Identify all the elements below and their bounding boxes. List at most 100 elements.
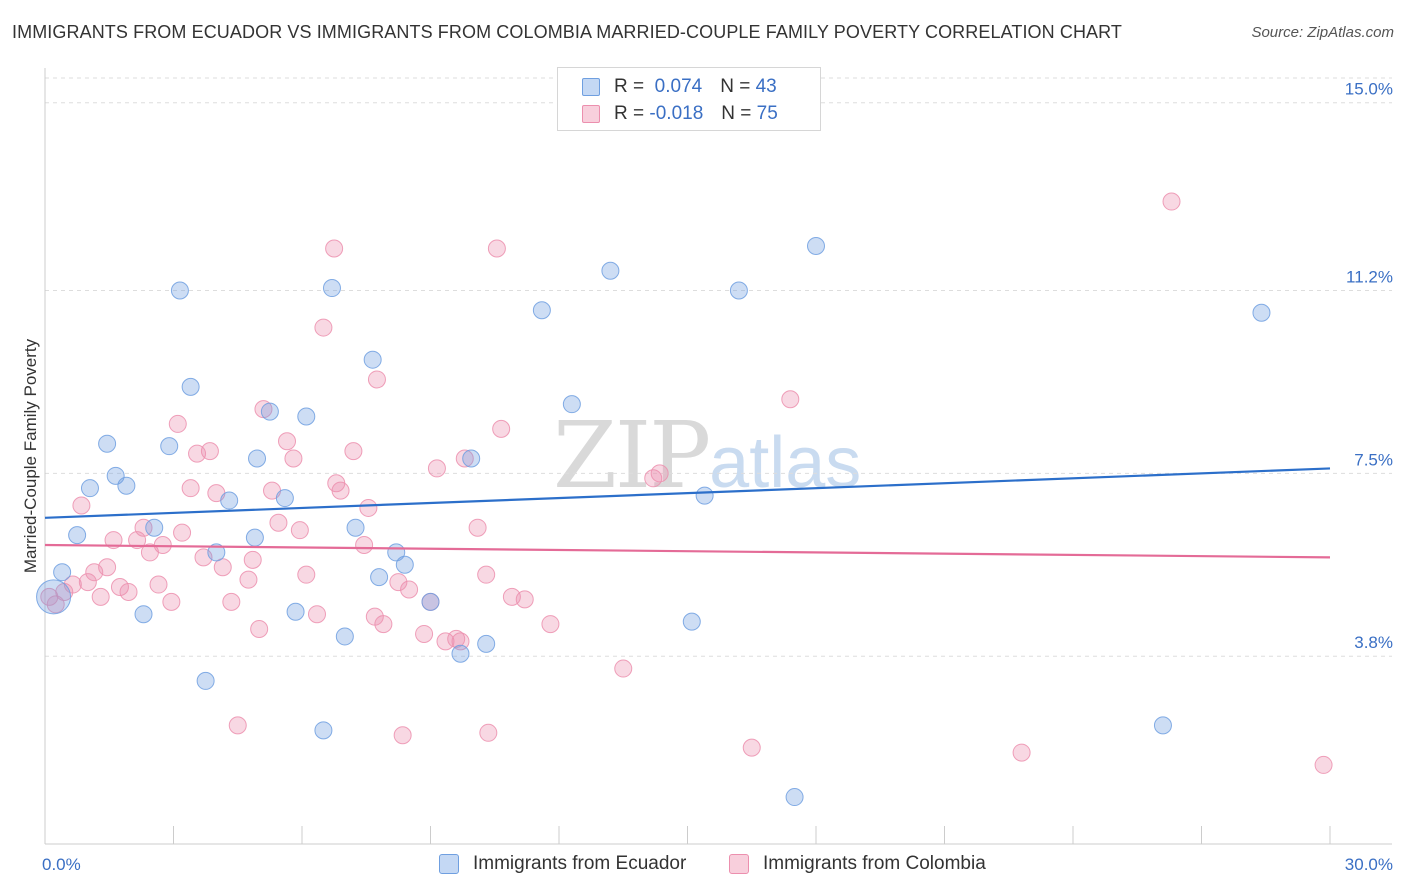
bottom-legend-ecuador-label: Immigrants from Ecuador <box>473 853 687 874</box>
colombia-point <box>314 318 333 337</box>
colombia-point <box>1012 743 1031 762</box>
ecuador-point <box>451 644 470 663</box>
bottom-legend-colombia-label: Immigrants from Colombia <box>763 853 986 874</box>
colombia-legend-swatch-icon <box>729 854 749 874</box>
colombia-point <box>650 464 669 483</box>
colombia-point <box>325 239 344 258</box>
colombia-point <box>168 414 187 433</box>
colombia-point <box>243 550 262 569</box>
colombia-point <box>149 575 168 594</box>
ecuador-point <box>462 449 481 468</box>
legend-r-value-colombia: -0.018 <box>649 103 704 124</box>
ecuador-point <box>117 476 136 495</box>
legend-r-value-ecuador: 0.074 <box>654 76 703 97</box>
colombia-point <box>200 442 219 461</box>
legend-r-label: R = <box>614 76 645 97</box>
ecuador-point <box>286 602 305 621</box>
colombia-point <box>78 573 97 592</box>
ecuador-point <box>532 301 551 320</box>
legend-row-colombia: R = -0.018 N = 75 <box>582 103 778 125</box>
colombia-point <box>359 498 378 517</box>
x-tick-label-min: 0.0% <box>42 855 81 874</box>
watermark-zip: ZIP <box>553 402 711 509</box>
colombia-point <box>239 570 258 589</box>
ecuador-point <box>370 568 389 587</box>
y-tick-label: 11.2% <box>1346 268 1393 287</box>
colombia-point <box>98 558 117 577</box>
y-tick-label: 3.8% <box>1354 633 1393 652</box>
ecuador-point <box>314 721 333 740</box>
ecuador-point <box>245 528 264 547</box>
ecuador-point <box>477 634 496 653</box>
colombia-point <box>367 370 386 389</box>
ecuador-point <box>297 407 316 426</box>
colombia-point <box>72 496 91 515</box>
ecuador-points <box>36 237 1271 807</box>
ecuador-point <box>785 788 804 807</box>
colombia-point <box>269 513 288 532</box>
ecuador-trend-line <box>44 467 1331 519</box>
ecuador-point <box>1252 303 1271 322</box>
legend-n-label: N = <box>721 103 752 124</box>
ecuador-point <box>322 279 341 298</box>
colombia-point <box>173 523 192 542</box>
colombia-point <box>284 449 303 468</box>
correlation-legend: R = 0.074 N = 43 R = -0.018 N = 75 <box>557 67 821 131</box>
ecuador-point <box>363 350 382 369</box>
ecuador-point <box>196 671 215 690</box>
ecuador-point <box>395 555 414 574</box>
colombia-points <box>40 192 1333 774</box>
colombia-point <box>781 390 800 409</box>
ecuador-point <box>220 491 239 510</box>
x-tick-label-max: 30.0% <box>1345 855 1393 874</box>
colombia-point <box>104 531 123 550</box>
y-axis-label: Married-Couple Family Poverty <box>21 338 40 573</box>
ecuador-point <box>170 281 189 300</box>
legend-n-label: N = <box>720 76 751 97</box>
colombia-point <box>1162 192 1181 211</box>
colombia-point <box>213 558 232 577</box>
bottom-legend-ecuador: Immigrants from Ecuador <box>439 851 686 877</box>
ecuador-point <box>207 543 226 562</box>
colombia-point <box>46 595 65 614</box>
source-label: Source: ZipAtlas.com <box>1251 24 1394 41</box>
y-tick-label: 15.0% <box>1345 80 1393 99</box>
ecuador-point <box>248 449 267 468</box>
chart-title: IMMIGRANTS FROM ECUADOR VS IMMIGRANTS FR… <box>12 22 1123 42</box>
ecuador-point <box>53 563 72 582</box>
colombia-point <box>614 659 633 678</box>
ecuador-point <box>335 627 354 646</box>
ecuador-point <box>275 489 294 508</box>
ecuador-point <box>562 395 581 414</box>
ecuador-swatch-icon <box>582 78 600 96</box>
colombia-point <box>427 459 446 478</box>
colombia-point <box>222 592 241 611</box>
colombia-point <box>162 592 181 611</box>
colombia-point <box>374 615 393 634</box>
colombia-point <box>541 615 560 634</box>
colombia-point <box>297 565 316 584</box>
colombia-point <box>436 632 455 651</box>
colombia-point <box>455 449 474 468</box>
ecuador-point <box>68 526 87 545</box>
ecuador-point <box>145 518 164 537</box>
legend-n-value-colombia: 75 <box>756 103 778 124</box>
colombia-point <box>1314 755 1333 774</box>
tick-labels: 3.8% 7.5% 11.2% 15.0% 0.0% 30.0% <box>42 80 1393 874</box>
colombia-point <box>400 580 419 599</box>
ecuador-point <box>695 486 714 505</box>
colombia-point <box>477 565 496 584</box>
trend-lines <box>44 467 1331 559</box>
ecuador-point <box>80 479 99 498</box>
colombia-point <box>110 578 129 597</box>
legend-n-value-ecuador: 43 <box>755 76 777 97</box>
ecuador-point <box>134 605 153 624</box>
colombia-point <box>307 605 326 624</box>
ecuador-point <box>260 402 279 421</box>
colombia-point <box>228 716 247 735</box>
colombia-point <box>515 590 534 609</box>
colombia-point <box>250 620 269 639</box>
axes <box>44 68 1392 845</box>
colombia-trend-line <box>44 543 1331 559</box>
ecuador-point <box>682 612 701 631</box>
